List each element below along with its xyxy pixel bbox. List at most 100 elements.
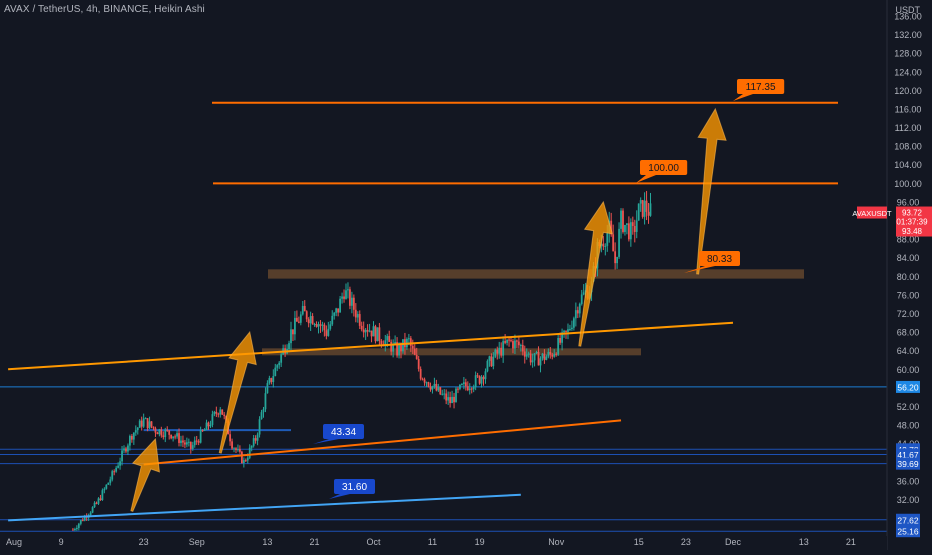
callout-label: 43.34 bbox=[331, 427, 356, 438]
candle-body bbox=[117, 465, 120, 468]
candle-body bbox=[633, 226, 636, 232]
candle-body bbox=[553, 353, 556, 357]
level-badge-label: 39.69 bbox=[897, 459, 919, 469]
time-axis-background bbox=[0, 536, 887, 550]
candle-body bbox=[561, 332, 563, 343]
level-badge bbox=[896, 380, 920, 393]
candle-body bbox=[189, 441, 192, 449]
x-tick-label: Nov bbox=[548, 537, 565, 547]
candle-body bbox=[268, 378, 271, 384]
candle-body bbox=[258, 419, 261, 435]
candle-body bbox=[551, 354, 554, 357]
candle-body bbox=[486, 360, 489, 372]
candle-body bbox=[191, 445, 194, 449]
candle-body bbox=[433, 383, 436, 387]
price-callout: 80.33 bbox=[684, 251, 740, 273]
candle-body bbox=[99, 498, 102, 501]
candle-body bbox=[567, 329, 569, 332]
candle-body bbox=[525, 354, 528, 357]
candle-body bbox=[641, 200, 644, 217]
x-tick-label: Oct bbox=[366, 537, 381, 547]
candle-body bbox=[176, 433, 178, 437]
candle-body bbox=[472, 386, 475, 390]
candle-body bbox=[315, 324, 318, 327]
level-badge bbox=[896, 513, 920, 526]
candle-body bbox=[453, 396, 455, 403]
candle-body bbox=[620, 210, 622, 229]
candle-body bbox=[569, 329, 571, 331]
candle-body bbox=[262, 409, 265, 413]
candle-body bbox=[260, 412, 263, 420]
candle-body bbox=[172, 436, 175, 439]
candle-body bbox=[327, 328, 330, 336]
candle-body bbox=[529, 353, 532, 363]
candle-body bbox=[384, 340, 387, 347]
candle-body bbox=[443, 393, 446, 395]
candle-body bbox=[272, 376, 275, 383]
candle-body bbox=[635, 220, 638, 232]
candle-body bbox=[292, 329, 294, 335]
candle-body bbox=[494, 349, 497, 357]
candle-body bbox=[647, 211, 650, 216]
candle-body bbox=[246, 457, 249, 461]
candle-body bbox=[464, 382, 467, 387]
candle-body bbox=[563, 330, 565, 333]
currency-label: USDT bbox=[895, 5, 921, 15]
candle-body bbox=[496, 349, 499, 354]
candle-body bbox=[419, 368, 422, 379]
level-badge-label: 56.20 bbox=[897, 382, 919, 392]
candle-body bbox=[73, 529, 76, 531]
candle-body bbox=[235, 448, 237, 450]
candle-body bbox=[83, 516, 86, 521]
candle-body bbox=[547, 351, 550, 357]
y-tick-label: 112.00 bbox=[895, 123, 922, 133]
support-zone bbox=[268, 269, 804, 279]
candle-body bbox=[521, 345, 524, 352]
callout-label: 80.33 bbox=[707, 254, 732, 265]
candle-body bbox=[105, 484, 108, 489]
candle-body bbox=[439, 387, 442, 395]
candle-body bbox=[91, 507, 94, 513]
candle-body bbox=[358, 314, 361, 326]
candle-body bbox=[333, 312, 336, 316]
x-tick-label: 23 bbox=[139, 537, 149, 547]
candle-body bbox=[343, 296, 345, 299]
candle-body bbox=[229, 434, 231, 442]
candle-body bbox=[557, 338, 560, 355]
candle-body bbox=[512, 341, 514, 349]
candle-body bbox=[425, 382, 428, 384]
candle-body bbox=[429, 386, 432, 390]
y-tick-label: 64.00 bbox=[897, 346, 920, 356]
candle-body bbox=[541, 353, 544, 359]
candle-body bbox=[510, 340, 512, 342]
candle-body bbox=[242, 460, 245, 464]
candle-body bbox=[299, 314, 302, 323]
candle-body bbox=[240, 451, 243, 464]
y-tick-label: 60.00 bbox=[897, 365, 920, 375]
candle-body bbox=[221, 409, 224, 415]
level-badge-label: 41.67 bbox=[897, 450, 919, 460]
candle-body bbox=[451, 396, 453, 404]
candle-body bbox=[533, 353, 536, 361]
candle-body bbox=[231, 441, 233, 449]
level-badge-label: 27.62 bbox=[897, 515, 919, 525]
candle-body bbox=[537, 352, 540, 366]
candle-body bbox=[612, 234, 615, 252]
candle-body bbox=[168, 430, 171, 435]
candle-body bbox=[125, 448, 127, 452]
x-tick-label: 23 bbox=[681, 537, 691, 547]
candle-body bbox=[211, 414, 214, 425]
y-tick-label: 116.00 bbox=[895, 104, 922, 114]
candle-body bbox=[378, 327, 381, 341]
callout-pointer bbox=[329, 494, 350, 499]
trend-arrow bbox=[218, 330, 257, 454]
candle-body bbox=[535, 352, 538, 354]
y-tick-label: 32.00 bbox=[897, 495, 920, 505]
candle-body bbox=[201, 430, 204, 432]
candle-body bbox=[278, 362, 281, 366]
candle-body bbox=[407, 338, 410, 340]
candle-body bbox=[311, 316, 314, 325]
candle-body bbox=[639, 200, 642, 204]
